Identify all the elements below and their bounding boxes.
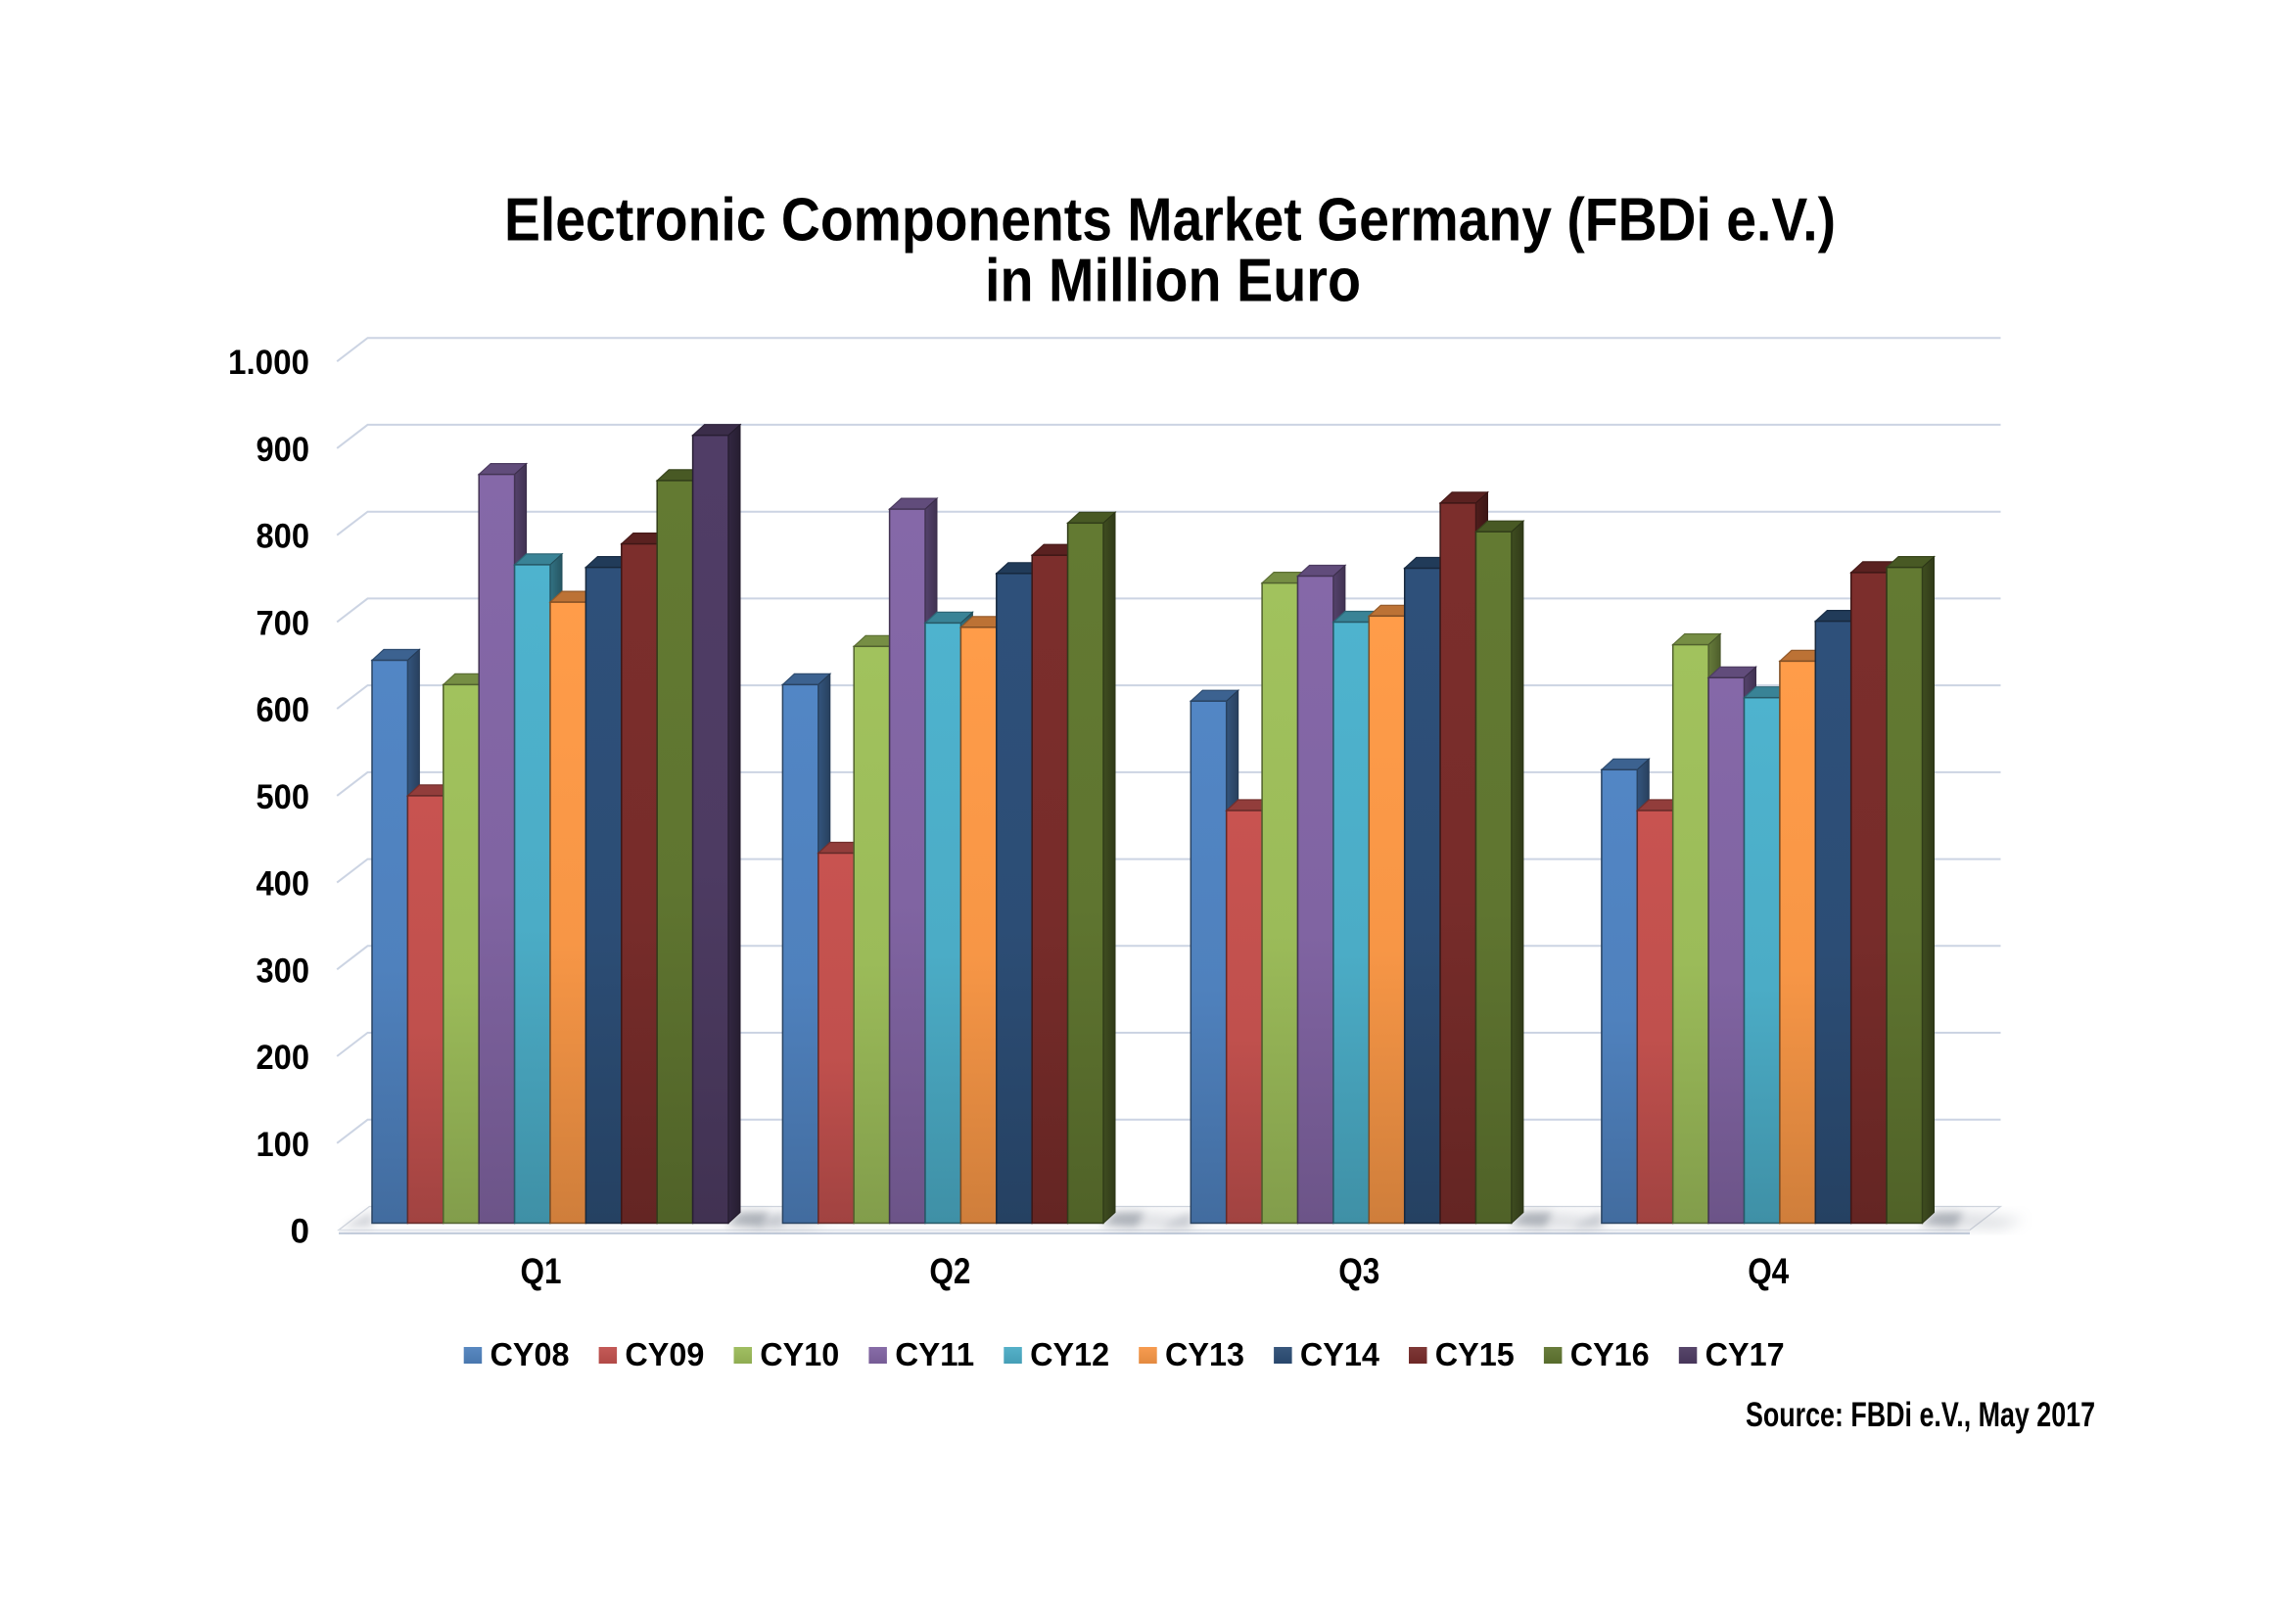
svg-text:100: 100 <box>257 1126 310 1164</box>
svg-text:1.000: 1.000 <box>228 344 309 382</box>
svg-text:CY12: CY12 <box>1030 1336 1109 1372</box>
svg-text:Source: FBDi e.V., May 2017: Source: FBDi e.V., May 2017 <box>1746 1396 2095 1434</box>
svg-text:CY13: CY13 <box>1165 1336 1244 1372</box>
svg-text:CY09: CY09 <box>625 1336 704 1372</box>
svg-text:700: 700 <box>257 604 310 642</box>
svg-text:800: 800 <box>257 518 310 556</box>
svg-text:200: 200 <box>257 1039 310 1077</box>
svg-text:Q2: Q2 <box>929 1251 970 1291</box>
svg-text:CY10: CY10 <box>760 1336 839 1372</box>
svg-text:CY14: CY14 <box>1300 1336 1380 1372</box>
svg-text:400: 400 <box>257 865 310 904</box>
svg-text:CY11: CY11 <box>895 1336 974 1372</box>
svg-text:CY16: CY16 <box>1570 1336 1650 1372</box>
svg-text:CY17: CY17 <box>1705 1336 1785 1372</box>
svg-text:in Million Euro: in Million Euro <box>985 248 1361 315</box>
svg-text:Electronic Components Market G: Electronic Components Market Germany (FB… <box>504 187 1836 255</box>
svg-text:Q4: Q4 <box>1748 1251 1789 1291</box>
svg-text:CY15: CY15 <box>1435 1336 1515 1372</box>
svg-text:900: 900 <box>257 431 310 469</box>
svg-text:300: 300 <box>257 951 310 990</box>
svg-text:500: 500 <box>257 778 310 816</box>
svg-text:600: 600 <box>257 691 310 729</box>
svg-text:0: 0 <box>291 1213 310 1251</box>
svg-text:Q1: Q1 <box>521 1251 562 1291</box>
svg-text:CY08: CY08 <box>490 1336 570 1372</box>
svg-text:Q3: Q3 <box>1338 1251 1379 1291</box>
